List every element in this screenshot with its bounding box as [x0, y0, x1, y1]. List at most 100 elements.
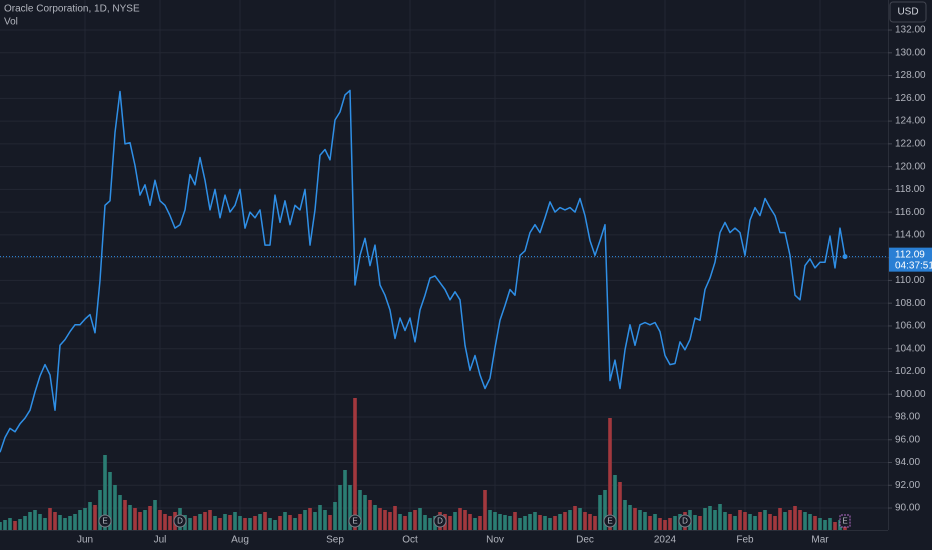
- volume-bar: [458, 508, 462, 530]
- volume-bar: [653, 514, 657, 530]
- price-line: [0, 89, 846, 453]
- y-tick-label: 118.00: [895, 184, 925, 195]
- volume-bar: [773, 516, 777, 530]
- x-tick-label: Dec: [576, 535, 594, 546]
- volume-bar: [128, 505, 132, 530]
- x-tick-label: Jul: [154, 535, 167, 546]
- volume-bar: [188, 518, 192, 530]
- volume-bar: [208, 510, 212, 530]
- volume-bar: [378, 508, 382, 530]
- volume-bar: [398, 514, 402, 530]
- y-tick-label: 110.00: [895, 275, 925, 286]
- y-tick-label: 128.00: [895, 70, 926, 81]
- volume-bar: [603, 490, 607, 530]
- volume-bar: [813, 516, 817, 530]
- axes: 90.00 92.00 94.00 96.00 98.00 100.00 102.00 104…: [77, 25, 932, 546]
- currency-box[interactable]: [889, 1, 927, 23]
- volume-bar: [393, 506, 397, 530]
- volume-bar: [583, 512, 587, 530]
- volume-bar: [388, 512, 392, 530]
- volume-bar: [563, 512, 567, 530]
- volume-bar: [268, 518, 272, 530]
- volume-bar: [588, 514, 592, 530]
- volume-bar: [233, 512, 237, 530]
- volume-bar: [578, 508, 582, 530]
- volume-bar: [633, 508, 637, 530]
- volume-bar: [148, 506, 152, 530]
- volume-bar: [553, 516, 557, 530]
- volume-bar: [58, 515, 62, 530]
- volume-bar: [108, 472, 112, 530]
- volume-bar: [83, 508, 87, 530]
- volume-bar: [798, 510, 802, 530]
- volume-bar: [353, 398, 357, 530]
- event-marker: [678, 514, 692, 528]
- volume-bar: [693, 515, 697, 530]
- volume-bar: [298, 514, 302, 530]
- volume-bar: [558, 514, 562, 530]
- event-label: E: [352, 517, 357, 526]
- volume-bar: [598, 495, 602, 530]
- volume-bar: [338, 485, 342, 530]
- volume-bar: [418, 508, 422, 530]
- volume-bar: [493, 512, 497, 530]
- volume-bar: [253, 516, 257, 530]
- volume-bar: [383, 510, 387, 530]
- y-tick-label: 104.00: [895, 343, 926, 354]
- volume-bar: [273, 520, 277, 530]
- volume-bar: [348, 485, 352, 530]
- volume-bar: [373, 505, 377, 530]
- volume-bar: [733, 516, 737, 530]
- volume-bar: [303, 510, 307, 530]
- volume-bar: [368, 500, 372, 530]
- x-tick-label: Feb: [736, 535, 754, 546]
- y-tick-label: 92.00: [895, 480, 920, 491]
- volume-bar: [33, 510, 37, 530]
- volume-bar: [658, 518, 662, 530]
- y-tick-label: 132.00: [895, 25, 926, 36]
- volume-bar: [403, 516, 407, 530]
- volume-bar: [668, 518, 672, 530]
- volume-bar: [608, 418, 612, 530]
- volume-bar: [708, 506, 712, 530]
- volume-bar: [68, 516, 72, 530]
- x-tick-label: 2024: [654, 535, 677, 546]
- event-marker: [348, 514, 362, 528]
- volume-bar: [363, 495, 367, 530]
- volume-bar: [258, 514, 262, 530]
- volume-bar: [823, 520, 827, 530]
- event-marker: [173, 514, 187, 528]
- volume-bar: [808, 514, 812, 530]
- volume-bar: [408, 512, 412, 530]
- last-price-dot: [842, 254, 848, 260]
- event-label: E: [842, 517, 847, 526]
- volume-bar: [788, 510, 792, 530]
- volume-bar: [723, 512, 727, 530]
- volume-bar: [428, 518, 432, 530]
- x-tick-label: Sep: [326, 535, 344, 546]
- volume-bar: [473, 518, 477, 530]
- volume-bar: [768, 514, 772, 530]
- volume-bar: [203, 512, 207, 530]
- last-price-box: [889, 247, 932, 272]
- volume-bar: [223, 514, 227, 530]
- volume-bar: [98, 490, 102, 530]
- volume-bar: [628, 505, 632, 530]
- volume-bar: [673, 516, 677, 530]
- volume-bar: [713, 510, 717, 530]
- volume-bar: [423, 515, 427, 530]
- y-tick-label: 108.00: [895, 298, 926, 309]
- y-tick-label: 106.00: [895, 321, 926, 332]
- volume-bar: [158, 510, 162, 530]
- volume-bar: [138, 512, 142, 530]
- volume-bar: [593, 516, 597, 530]
- volume-bar: [528, 514, 532, 530]
- volume-bar: [333, 502, 337, 530]
- volume-bar: [193, 516, 197, 530]
- y-tick-label: 116.00: [895, 207, 925, 218]
- x-tick-label: Nov: [486, 535, 504, 546]
- volume-bar: [748, 514, 752, 530]
- y-tick-label: 120.00: [895, 161, 926, 172]
- volume-bar: [308, 508, 312, 530]
- volume-bar: [488, 510, 492, 530]
